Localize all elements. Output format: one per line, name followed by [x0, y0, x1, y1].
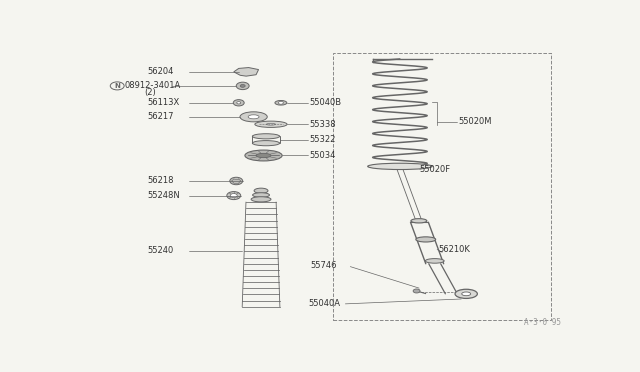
Ellipse shape — [240, 112, 268, 122]
Circle shape — [237, 102, 241, 104]
Circle shape — [240, 84, 245, 87]
Ellipse shape — [252, 134, 280, 139]
Circle shape — [230, 193, 237, 198]
Circle shape — [233, 100, 244, 106]
Ellipse shape — [455, 289, 477, 298]
Ellipse shape — [255, 121, 287, 128]
Text: A·3·0 95: A·3·0 95 — [524, 318, 561, 327]
Circle shape — [230, 177, 243, 185]
Text: 56210K: 56210K — [438, 245, 470, 254]
Text: 56204: 56204 — [147, 67, 173, 76]
Ellipse shape — [254, 188, 268, 193]
Ellipse shape — [252, 141, 280, 146]
Ellipse shape — [251, 197, 271, 202]
Ellipse shape — [245, 150, 282, 161]
Circle shape — [236, 82, 249, 90]
Text: 55020M: 55020M — [458, 118, 492, 126]
Ellipse shape — [416, 237, 436, 242]
Text: 55746: 55746 — [310, 261, 337, 270]
Text: 55040A: 55040A — [308, 299, 340, 308]
Text: 56217: 56217 — [147, 112, 173, 121]
Circle shape — [227, 192, 241, 200]
Ellipse shape — [266, 124, 275, 125]
Text: 55040B: 55040B — [309, 98, 341, 107]
Text: 08912-3401A: 08912-3401A — [125, 81, 181, 90]
Ellipse shape — [275, 100, 287, 105]
Circle shape — [278, 101, 284, 104]
Text: 55034: 55034 — [309, 151, 335, 160]
Text: 55248N: 55248N — [147, 191, 180, 200]
Text: 55240: 55240 — [147, 246, 173, 255]
Ellipse shape — [248, 115, 259, 119]
Ellipse shape — [367, 163, 432, 170]
Text: 55322: 55322 — [309, 135, 335, 144]
Text: 56218: 56218 — [147, 176, 173, 186]
Text: 56113X: 56113X — [147, 98, 179, 107]
Ellipse shape — [256, 153, 271, 158]
Ellipse shape — [253, 193, 269, 197]
Polygon shape — [234, 68, 259, 76]
Text: 55020F: 55020F — [420, 165, 451, 174]
Ellipse shape — [461, 292, 470, 296]
Text: (2): (2) — [145, 88, 156, 97]
Text: 55338: 55338 — [309, 120, 336, 129]
Ellipse shape — [426, 259, 444, 263]
Bar — [333, 53, 551, 320]
Ellipse shape — [411, 219, 427, 223]
Circle shape — [413, 289, 420, 293]
Text: N: N — [115, 83, 120, 89]
